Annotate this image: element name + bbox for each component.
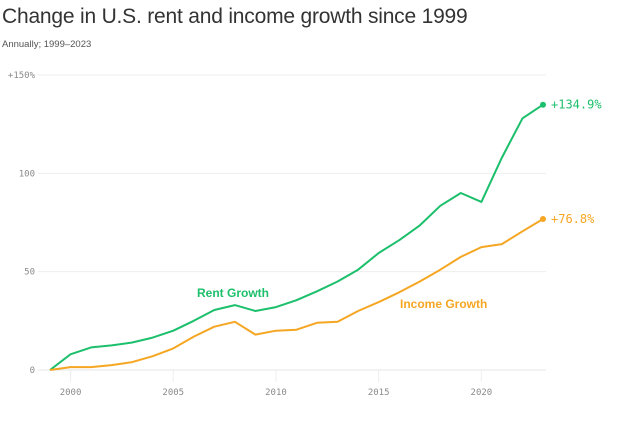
x-axis-ticks: 2000 2005 2010 2015 2020	[60, 370, 493, 398]
end-point-marker	[540, 101, 546, 108]
series-line-0	[49, 103, 544, 371]
y-tick-label: 50	[24, 268, 35, 278]
series-name-label: Rent Growth	[197, 286, 269, 300]
end-point-marker	[540, 215, 546, 222]
y-tick-label: 100	[19, 169, 35, 179]
end-value-label: +134.9%	[551, 98, 602, 112]
x-tick-label: 2010	[265, 388, 287, 398]
x-tick-label: 2020	[471, 388, 493, 398]
chart-subtitle: Annually; 1999–2023	[2, 39, 92, 50]
x-tick-label: 2000	[60, 388, 82, 398]
series-labels: +134.9% Rent Growth +76.8% Income Growth	[197, 98, 602, 311]
x-tick-label: 2015	[368, 388, 390, 398]
series-line-1	[49, 218, 544, 371]
y-tick-label: +150%	[8, 71, 36, 81]
y-axis-labels: 0 50 100 +150%	[8, 71, 36, 376]
series-name-label: Income Growth	[400, 297, 487, 311]
end-value-label: +76.8%	[551, 212, 595, 226]
series-lines	[49, 101, 546, 371]
chart-title: Change in U.S. rent and income growth si…	[2, 5, 468, 28]
gridlines	[38, 74, 546, 371]
y-tick-label: 0	[30, 366, 35, 376]
x-tick-label: 2005	[162, 388, 184, 398]
